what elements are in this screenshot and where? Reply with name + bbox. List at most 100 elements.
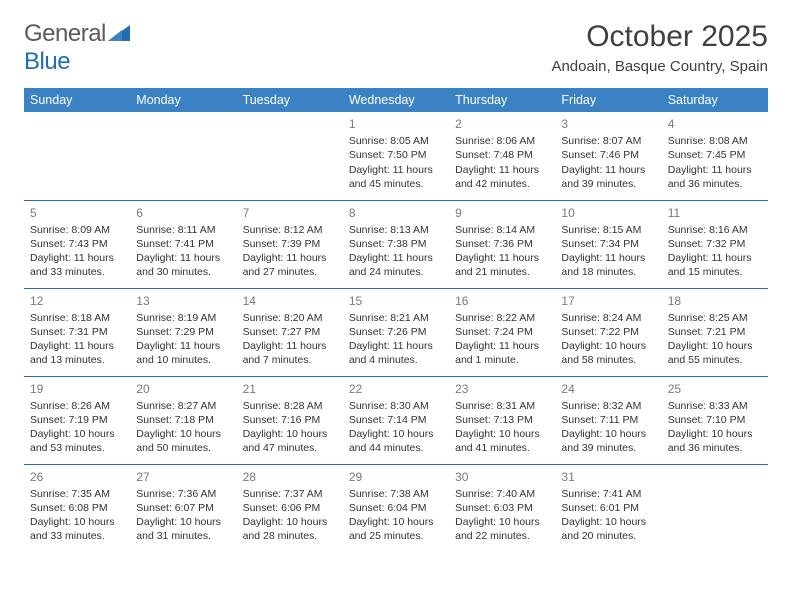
daylight-text: Daylight: 10 hours and 53 minutes.: [30, 427, 124, 455]
sunset-text: Sunset: 6:07 PM: [136, 501, 230, 515]
sunset-text: Sunset: 7:38 PM: [349, 237, 443, 251]
calendar-cell: [237, 112, 343, 200]
calendar-cell: [24, 112, 130, 200]
calendar-cell: 13Sunrise: 8:19 AMSunset: 7:29 PMDayligh…: [130, 288, 236, 376]
daylight-text: Daylight: 11 hours and 21 minutes.: [455, 251, 549, 279]
calendar-cell: 30Sunrise: 7:40 AMSunset: 6:03 PMDayligh…: [449, 464, 555, 552]
logo-word1: General: [24, 20, 106, 47]
calendar-cell: 12Sunrise: 8:18 AMSunset: 7:31 PMDayligh…: [24, 288, 130, 376]
calendar-row: 12 Sunrise: 8:18 AMSunset: 7:31 PM Dayligh…: [24, 288, 768, 376]
day-number: 4: [668, 116, 762, 132]
calendar-cell: 9Sunrise: 8:14 AMSunset: 7:36 PMDaylight…: [449, 200, 555, 288]
sunset-text: Sunset: 7:41 PM: [136, 237, 230, 251]
weekday-header: Saturday: [662, 88, 768, 112]
daylight-text: Daylight: 11 hours and 24 minutes.: [349, 251, 443, 279]
sunrise-text: Sunrise: 8:08 AM: [668, 134, 762, 148]
day-number: 18: [668, 293, 762, 309]
logo-triangle-icon: [108, 25, 130, 41]
calendar-cell: 31Sunrise: 7:41 AMSunset: 6:01 PMDayligh…: [555, 464, 661, 552]
sunrise-text: Sunrise: 7:41 AM: [561, 487, 655, 501]
daylight-text: Daylight: 11 hours and 27 minutes.: [243, 251, 337, 279]
daylight-text: Daylight: 10 hours and 31 minutes.: [136, 515, 230, 543]
sunrise-text: Sunrise: 8:16 AM: [668, 223, 762, 237]
sunrise-text: Sunrise: 8:07 AM: [561, 134, 655, 148]
sunset-text: Sunset: 6:01 PM: [561, 501, 655, 515]
day-number: 14: [243, 293, 337, 309]
calendar-row: 1Sunrise: 8:05 AMSunset: 7:50 PMDaylight…: [24, 112, 768, 200]
sunrise-text: Sunrise: 7:35 AM: [30, 487, 124, 501]
sunset-text: Sunset: 7:48 PM: [455, 148, 549, 162]
sunset-text: Sunset: 6:03 PM: [455, 501, 549, 515]
sunset-text: Sunset: 7:11 PM: [561, 413, 655, 427]
weekday-header: Tuesday: [237, 88, 343, 112]
sunset-text: Sunset: 7:36 PM: [455, 237, 549, 251]
sunset-text: Sunset: 7:29 PM: [136, 325, 230, 339]
day-number: 27: [136, 469, 230, 485]
daylight-text: Daylight: 10 hours and 22 minutes.: [455, 515, 549, 543]
sunset-text: Sunset: 7:19 PM: [30, 413, 124, 427]
day-number: 28: [243, 469, 337, 485]
daylight-text: Daylight: 10 hours and 28 minutes.: [243, 515, 337, 543]
weekday-header: Friday: [555, 88, 661, 112]
calendar-cell: 5Sunrise: 8:09 AMSunset: 7:43 PMDaylight…: [24, 200, 130, 288]
sunrise-text: Sunrise: 8:25 AM: [668, 311, 762, 325]
sunrise-text: Sunrise: 8:31 AM: [455, 399, 549, 413]
sunset-text: Sunset: 7:14 PM: [349, 413, 443, 427]
day-number: 12: [30, 293, 124, 309]
calendar-cell: 11Sunrise: 8:16 AMSunset: 7:32 PMDayligh…: [662, 200, 768, 288]
sunrise-text: Sunrise: 8:33 AM: [668, 399, 762, 413]
calendar-cell: 18Sunrise: 8:25 AMSunset: 7:21 PMDayligh…: [662, 288, 768, 376]
calendar-cell: 19Sunrise: 8:26 AMSunset: 7:19 PMDayligh…: [24, 376, 130, 464]
sunset-text: Sunset: 6:04 PM: [349, 501, 443, 515]
sunrise-text: Sunrise: 8:18 AM: [30, 311, 124, 325]
calendar-cell: 14Sunrise: 8:20 AMSunset: 7:27 PMDayligh…: [237, 288, 343, 376]
weekday-header: Monday: [130, 88, 236, 112]
calendar-cell: 10Sunrise: 8:15 AMSunset: 7:34 PMDayligh…: [555, 200, 661, 288]
sunset-text: Sunset: 7:31 PM: [30, 325, 124, 339]
sunrise-text: Sunrise: 7:37 AM: [243, 487, 337, 501]
day-number: 29: [349, 469, 443, 485]
day-number: 8: [349, 205, 443, 221]
sunrise-text: Sunrise: 8:11 AM: [136, 223, 230, 237]
day-number: 16: [455, 293, 549, 309]
daylight-text: Daylight: 11 hours and 30 minutes.: [136, 251, 230, 279]
weekday-header: Sunday: [24, 88, 130, 112]
daylight-text: Daylight: 10 hours and 36 minutes.: [668, 427, 762, 455]
day-number: 3: [561, 116, 655, 132]
sunset-text: Sunset: 7:26 PM: [349, 325, 443, 339]
sunset-text: Sunset: 7:43 PM: [30, 237, 124, 251]
day-number: 23: [455, 381, 549, 397]
sunrise-text: Sunrise: 8:22 AM: [455, 311, 549, 325]
sunset-text: Sunset: 7:45 PM: [668, 148, 762, 162]
calendar-row: 5Sunrise: 8:09 AMSunset: 7:43 PMDaylight…: [24, 200, 768, 288]
daylight-text: Daylight: 11 hours and 10 minutes.: [136, 339, 230, 367]
daylight-text: Daylight: 11 hours and 39 minutes.: [561, 163, 655, 191]
day-number: 26: [30, 469, 124, 485]
weekday-header-row: Sunday Monday Tuesday Wednesday Thursday…: [24, 88, 768, 112]
sunrise-text: Sunrise: 8:21 AM: [349, 311, 443, 325]
sunrise-text: Sunrise: 8:27 AM: [136, 399, 230, 413]
calendar-cell: 2Sunrise: 8:06 AMSunset: 7:48 PMDaylight…: [449, 112, 555, 200]
sunset-text: Sunset: 7:46 PM: [561, 148, 655, 162]
header: GeneralBlue October 2025 Andoain, Basque…: [24, 20, 768, 76]
day-number: 24: [561, 381, 655, 397]
calendar-cell: 29Sunrise: 7:38 AMSunset: 6:04 PMDayligh…: [343, 464, 449, 552]
sunrise-text: Sunrise: 8:05 AM: [349, 134, 443, 148]
daylight-text: Daylight: 10 hours and 39 minutes.: [561, 427, 655, 455]
sunrise-text: Sunrise: 8:20 AM: [243, 311, 337, 325]
day-number: 22: [349, 381, 443, 397]
sunrise-text: Sunrise: 8:06 AM: [455, 134, 549, 148]
daylight-text: Daylight: 10 hours and 44 minutes.: [349, 427, 443, 455]
sunset-text: Sunset: 7:27 PM: [243, 325, 337, 339]
sunrise-text: Sunrise: 8:24 AM: [561, 311, 655, 325]
calendar-cell: 27Sunrise: 7:36 AMSunset: 6:07 PMDayligh…: [130, 464, 236, 552]
calendar-cell: 23Sunrise: 8:31 AMSunset: 7:13 PMDayligh…: [449, 376, 555, 464]
calendar-cell: 4Sunrise: 8:08 AMSunset: 7:45 PMDaylight…: [662, 112, 768, 200]
day-number: 9: [455, 205, 549, 221]
sunset-text: Sunset: 7:16 PM: [243, 413, 337, 427]
calendar-row: 26Sunrise: 7:35 AMSunset: 6:08 PMDayligh…: [24, 464, 768, 552]
calendar-cell: 8Sunrise: 8:13 AMSunset: 7:38 PMDaylight…: [343, 200, 449, 288]
sunrise-text: Sunrise: 7:40 AM: [455, 487, 549, 501]
calendar-cell: [130, 112, 236, 200]
month-title: October 2025: [551, 20, 768, 54]
